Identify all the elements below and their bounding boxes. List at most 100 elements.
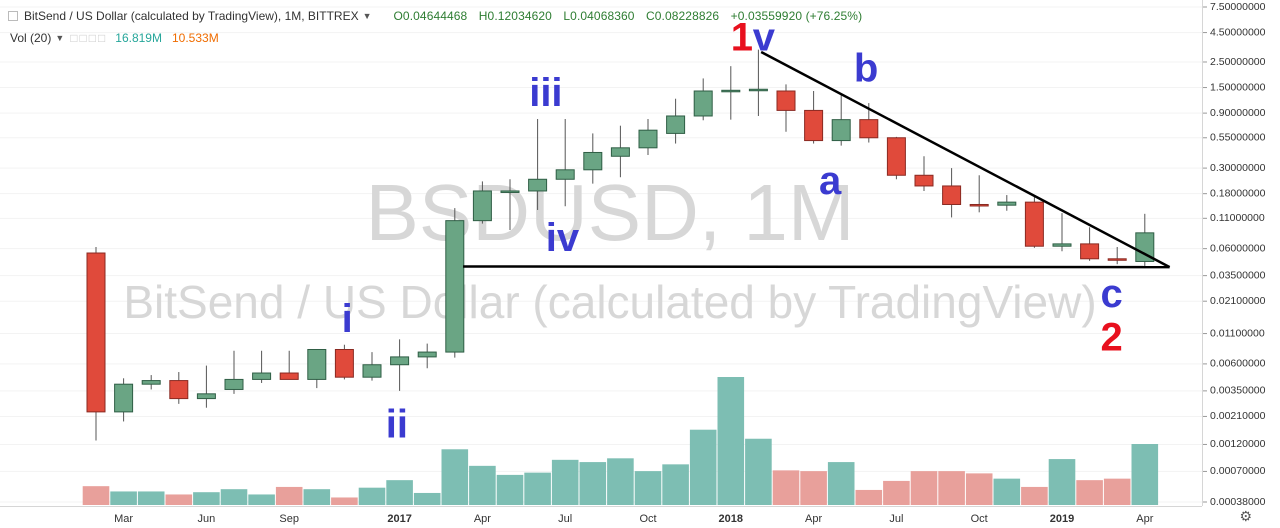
candle (279, 350, 299, 380)
indicator-tools-icon[interactable]: □□□□ (70, 31, 108, 45)
change-value: +0.03559920 (+76.25%) (730, 9, 863, 23)
gear-icon[interactable]: ⚙ (1239, 508, 1252, 524)
volume-bar (413, 492, 441, 505)
candle-body (942, 185, 962, 205)
chevron-down-icon[interactable]: ▼ (362, 11, 372, 21)
wave-label[interactable]: v (753, 15, 776, 59)
open-value: O0.04644468 (393, 9, 468, 23)
price-tick-label: 4.50000000 (1210, 26, 1266, 38)
volume-bar (1103, 478, 1131, 505)
volume-legend: Vol (20) ▼ □□□□ 16.819M 10.533M (10, 29, 219, 47)
candle-body (1024, 201, 1044, 247)
volume-bar (358, 487, 386, 505)
candle-body (886, 137, 906, 176)
candle (252, 350, 272, 383)
candle (997, 195, 1017, 211)
wave-labels[interactable]: 1 v b iii a iv i c2 ii (342, 15, 1123, 446)
candle (500, 179, 520, 231)
volume-bar (745, 438, 772, 505)
wave-label[interactable]: i (342, 297, 353, 341)
candle (334, 344, 354, 380)
candle-body (583, 151, 603, 171)
candle (666, 98, 686, 144)
candle-body (334, 348, 354, 378)
trend-line[interactable] (463, 265, 1170, 269)
volume-bar (883, 480, 910, 505)
volume-bar (1021, 486, 1048, 505)
candle-body (196, 393, 216, 400)
price-tick-label: 2.50000000 (1210, 56, 1266, 68)
price-tick-label: 0.18000000 (1210, 187, 1266, 199)
price-axis-background (1202, 0, 1280, 506)
candle (610, 125, 630, 178)
candle (224, 350, 244, 394)
price-tick-label: 0.00600000 (1210, 358, 1266, 370)
volume-indicator-label[interactable]: Vol (20) (10, 31, 52, 45)
candle-body (914, 174, 934, 187)
candle-body (804, 109, 824, 142)
time-tick-label: Apr (474, 513, 491, 525)
volume-bar (855, 489, 883, 505)
candle-body (693, 90, 713, 117)
candle (776, 84, 796, 132)
candle (114, 378, 134, 422)
candle-body (969, 203, 989, 207)
volume-bar (275, 486, 303, 505)
price-tick-label: 0.01100000 (1210, 327, 1265, 339)
time-tick-label: Jul (558, 513, 572, 525)
candle (1107, 247, 1127, 265)
candle (969, 175, 989, 213)
candle-body (169, 380, 189, 400)
volume-bar (1131, 444, 1159, 505)
price-axis[interactable]: 7.50000000 4.50000000 2.50000000 1.50000000… (1202, 0, 1280, 508)
trend-lines[interactable] (463, 50, 1171, 269)
volume-bar (386, 480, 413, 505)
volume-bar (634, 471, 662, 505)
candle-body (307, 348, 327, 380)
candle-body (1107, 258, 1127, 261)
price-tick-label: 0.06000000 (1210, 242, 1266, 254)
wave-label[interactable]: 2 (1101, 315, 1123, 359)
candle-body (776, 90, 796, 111)
wave-label[interactable]: c (1101, 272, 1123, 316)
candle-body (390, 356, 410, 366)
trend-line[interactable] (760, 50, 1171, 269)
wave-label[interactable]: a (819, 159, 842, 203)
candle-body (555, 169, 575, 180)
time-axis[interactable]: Mar Jun Sep 2017 Apr Jul Oct 2018 Apr Jul Oct 2019 A… (0, 506, 1280, 528)
volume-bar (496, 474, 524, 505)
volume-bar (717, 377, 745, 505)
wave-label[interactable]: 1 (731, 15, 753, 59)
symbol-title[interactable]: BitSend / US Dollar (calculated by Tradi… (24, 9, 359, 23)
candle-body (610, 147, 630, 157)
volume-bar (689, 429, 717, 505)
time-tick-label: Oct (971, 513, 988, 525)
price-tick-label: 0.00070000 (1210, 465, 1266, 477)
candle-body (417, 351, 437, 358)
collapse-toggle-icon[interactable] (8, 11, 18, 21)
candle (804, 91, 824, 144)
chevron-down-icon[interactable]: ▼ (55, 33, 65, 43)
watermark: BSDUSD, 1M BitSend / US Dollar (calculat… (123, 168, 1096, 328)
wave-label[interactable]: ii (386, 403, 408, 447)
volume-bar (965, 473, 993, 505)
wave-label[interactable]: iii (529, 71, 562, 115)
candle (1135, 213, 1155, 269)
price-tick-label: 7.50000000 (1210, 1, 1266, 13)
wave-label[interactable]: iv (546, 216, 580, 260)
time-tick-label: Apr (805, 513, 822, 525)
price-tick-label: 0.00210000 (1210, 410, 1266, 422)
candle-body (279, 372, 299, 380)
volume-bar (524, 472, 551, 505)
volume-bar (193, 492, 220, 505)
price-tick-label: 0.03500000 (1210, 269, 1266, 281)
candle (914, 156, 934, 191)
candles (86, 49, 1155, 441)
candle (417, 343, 437, 369)
wave-label[interactable]: b (854, 46, 878, 90)
volume-bar (772, 470, 800, 505)
volume-bar (607, 458, 634, 505)
candle-body (1052, 243, 1072, 247)
price-tick-label: 0.00350000 (1210, 385, 1266, 397)
